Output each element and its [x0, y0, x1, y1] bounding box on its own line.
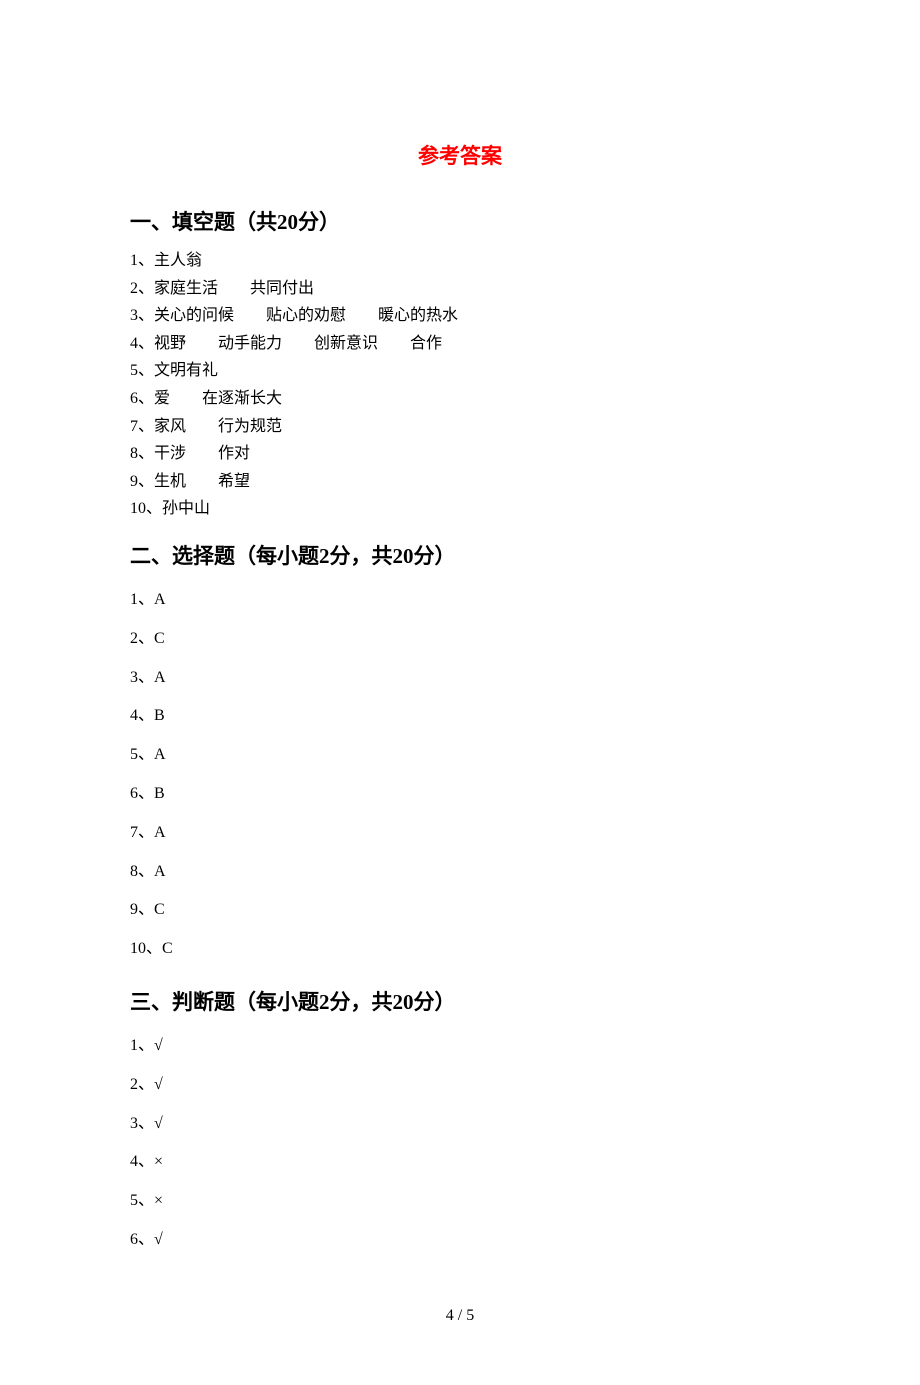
fill-blank-answer: 2、家庭生活 共同付出	[130, 276, 790, 302]
fill-blank-answer: 9、生机 希望	[130, 469, 790, 495]
judge-answer: 5、×	[130, 1183, 790, 1220]
choice-answer: 6、B	[130, 776, 790, 813]
fill-blank-answer: 3、关心的问候 贴心的劝慰 暖心的热水	[130, 303, 790, 329]
page-number: 4 / 5	[130, 1307, 790, 1325]
section-1-header: 一、填空题（共20分）	[130, 206, 790, 236]
choice-answer: 8、A	[130, 854, 790, 891]
judge-answer: 3、√	[130, 1106, 790, 1143]
fill-blank-answer: 4、视野 动手能力 创新意识 合作	[130, 331, 790, 357]
fill-blank-answer: 6、爱 在逐渐长大	[130, 386, 790, 412]
judge-answer: 1、√	[130, 1028, 790, 1065]
section-3-header: 三、判断题（每小题2分，共20分）	[130, 986, 790, 1016]
page-title: 参考答案	[130, 140, 790, 170]
fill-blank-answer: 1、主人翁	[130, 248, 790, 274]
judge-answer: 6、√	[130, 1222, 790, 1259]
judge-answer: 4、×	[130, 1144, 790, 1181]
fill-blank-answer: 8、干涉 作对	[130, 441, 790, 467]
choice-answer: 5、A	[130, 737, 790, 774]
choice-answer: 1、A	[130, 582, 790, 619]
document-page: 参考答案 一、填空题（共20分） 1、主人翁 2、家庭生活 共同付出 3、关心的…	[0, 0, 920, 1385]
choice-answer: 2、C	[130, 621, 790, 658]
fill-blank-answer: 5、文明有礼	[130, 358, 790, 384]
choice-answer: 3、A	[130, 660, 790, 697]
choice-answer: 7、A	[130, 815, 790, 852]
choice-answer: 9、C	[130, 892, 790, 929]
choice-answer: 10、C	[130, 931, 790, 968]
judge-answer: 2、√	[130, 1067, 790, 1104]
fill-blank-answer: 10、孙中山	[130, 496, 790, 522]
choice-answer: 4、B	[130, 698, 790, 735]
fill-blank-answer: 7、家风 行为规范	[130, 414, 790, 440]
section-2-header: 二、选择题（每小题2分，共20分）	[130, 540, 790, 570]
